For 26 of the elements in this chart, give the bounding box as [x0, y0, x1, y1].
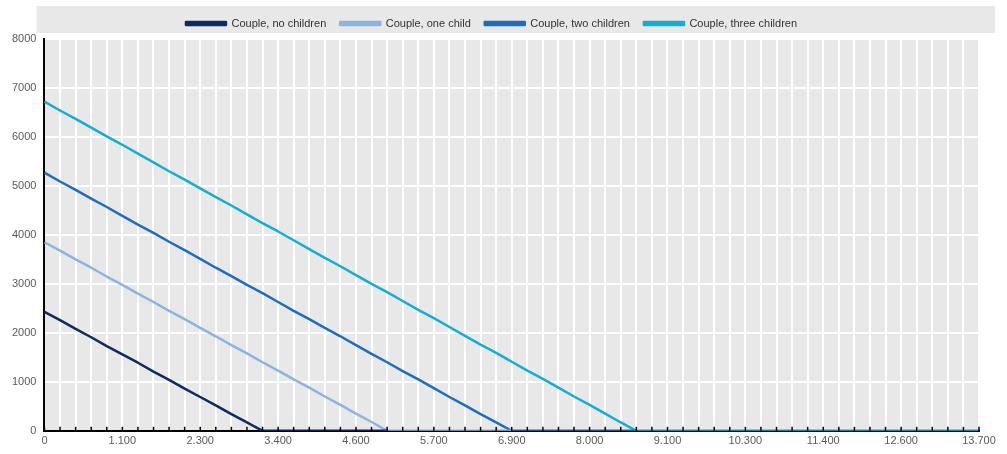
y-tick-label: 6000: [11, 129, 37, 142]
x-tick-label: 11.400: [806, 434, 840, 447]
y-tick-label: 0: [30, 423, 37, 436]
y-tick-label: 3000: [11, 276, 37, 289]
x-tick-label: 12.600: [884, 434, 918, 447]
x-tick-label: 13.700: [962, 434, 996, 447]
y-tick-label: 5000: [11, 178, 37, 191]
x-tick-label: 8.000: [575, 434, 604, 447]
x-tick-label: 6.900: [497, 434, 526, 447]
x-tick-label: 2.300: [186, 434, 214, 447]
legend-label: Couple, three children: [689, 16, 798, 29]
x-tick-label: 10.300: [728, 434, 763, 447]
legend-label: Couple, two children: [530, 16, 630, 29]
x-tick-label: 5.700: [420, 434, 448, 447]
x-tick-label: 9.100: [653, 434, 682, 447]
x-tick-label: 3.400: [264, 434, 292, 447]
legend-label: Couple, no children: [231, 16, 327, 29]
y-tick-label: 4000: [11, 227, 37, 240]
x-tick-label: 4.600: [342, 434, 370, 447]
y-tick-label: 1000: [11, 374, 37, 387]
x-tick-label: 1.100: [108, 434, 137, 447]
x-tick-label: 0: [41, 434, 48, 447]
legend-label: Couple, one child: [385, 16, 471, 29]
y-tick-label: 8000: [11, 32, 37, 45]
y-tick-label: 7000: [11, 81, 37, 94]
y-tick-label: 2000: [11, 325, 37, 338]
